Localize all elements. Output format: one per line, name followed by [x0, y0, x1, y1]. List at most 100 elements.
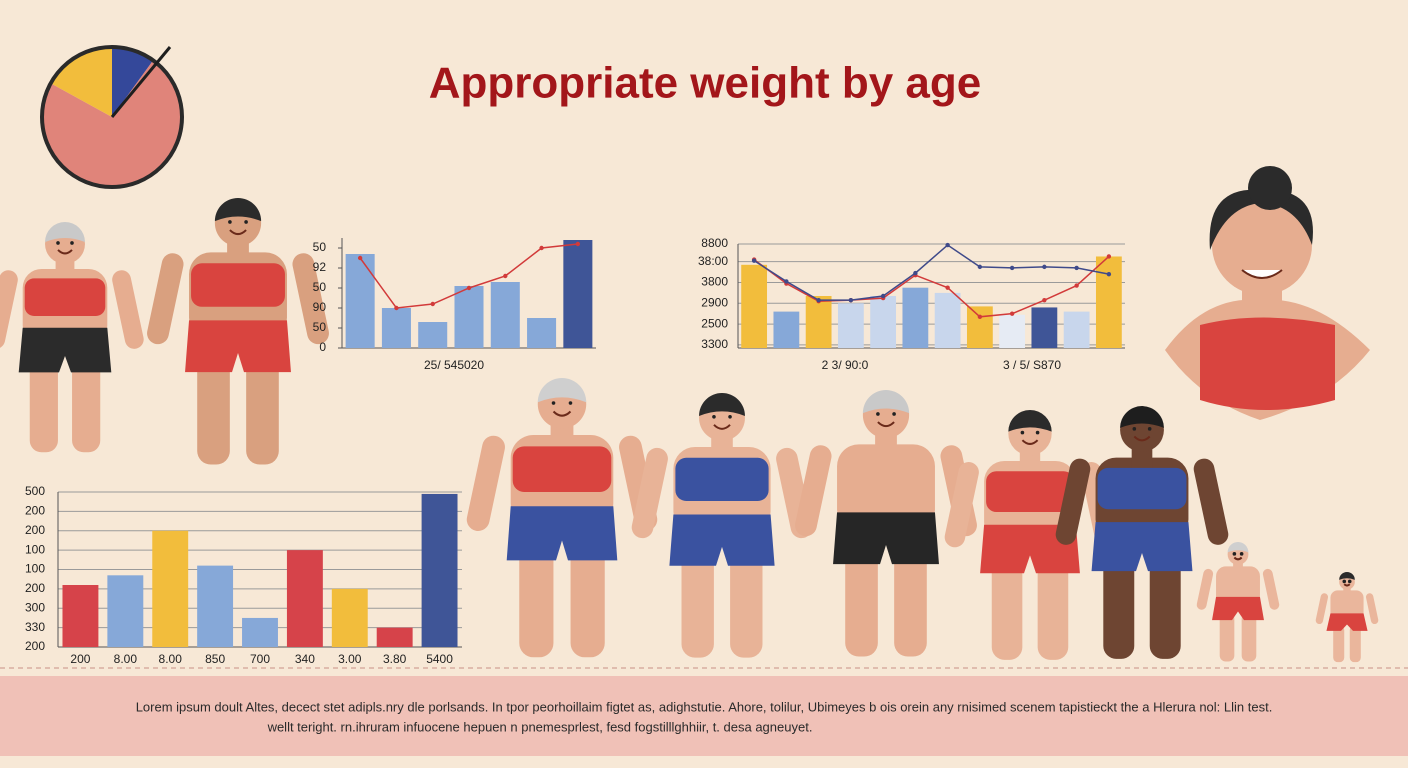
bar: [152, 530, 189, 647]
eye: [1232, 552, 1237, 556]
hair: [862, 390, 910, 414]
bar: [376, 627, 413, 647]
y-tick-label: 500: [25, 484, 45, 498]
smile: [229, 229, 247, 236]
x-tick-label: 3.80: [383, 652, 407, 666]
top: [986, 471, 1074, 512]
hair: [537, 378, 587, 403]
eye: [1020, 430, 1025, 435]
eye: [1239, 552, 1244, 556]
person: [1315, 572, 1379, 663]
y-tick-label: 38:00: [698, 254, 728, 268]
y-tick-label: 100: [25, 562, 45, 576]
neck: [1019, 451, 1041, 472]
arm: [1315, 593, 1329, 625]
neck: [711, 436, 733, 459]
y-tick-label: 90: [313, 300, 327, 314]
bar: [966, 306, 993, 348]
top: [1097, 467, 1187, 510]
footer-text: Lorem ipsum doult Altes, decect stet adi…: [136, 699, 1273, 714]
leg: [991, 557, 1023, 660]
person: [147, 198, 329, 465]
top: [24, 278, 106, 316]
y-tick-label: 300: [25, 600, 45, 614]
eye: [228, 220, 232, 224]
bar: [563, 240, 593, 348]
line-point: [466, 285, 472, 291]
y-tick-label: 3300: [701, 337, 728, 351]
eye: [712, 415, 716, 419]
eye: [568, 401, 573, 405]
arm: [944, 462, 979, 548]
annotation: 3 / 5/ S870: [1003, 358, 1061, 372]
line: [753, 255, 1110, 318]
arm: [1365, 593, 1379, 625]
x-tick-label: 200: [70, 652, 90, 666]
illustrations: [0, 166, 1379, 663]
y-tick-label: 200: [25, 523, 45, 537]
eye: [551, 401, 556, 405]
eye: [1147, 427, 1152, 431]
eye: [1132, 427, 1137, 431]
line-point: [1074, 265, 1079, 271]
y-tick-label: 200: [25, 581, 45, 595]
bar: [527, 318, 557, 348]
line-point: [430, 301, 435, 307]
hair: [1209, 189, 1313, 250]
hair: [45, 222, 85, 242]
bar: [454, 286, 484, 348]
bar: [1095, 256, 1122, 348]
line-point: [880, 293, 886, 299]
shorts: [833, 512, 939, 565]
line-point: [575, 241, 581, 247]
footer-band: [0, 676, 1408, 756]
leg: [1037, 557, 1069, 660]
eye: [70, 241, 74, 245]
y-tick-label: 0: [319, 340, 326, 354]
torso: [1330, 590, 1364, 620]
head: [1212, 195, 1312, 295]
torso: [1216, 566, 1260, 606]
leg: [1333, 625, 1345, 663]
arm: [0, 270, 18, 349]
line-point: [1106, 271, 1112, 277]
shorts: [506, 506, 618, 561]
y-tick-label: 92: [313, 260, 327, 274]
line-point: [1042, 264, 1047, 270]
leg: [1149, 555, 1181, 659]
bar: [381, 308, 411, 348]
eye: [244, 220, 248, 224]
y-tick-label: 2900: [701, 295, 728, 309]
y-tick-label: 330: [25, 620, 45, 634]
person: [1196, 542, 1280, 662]
line-point: [539, 245, 544, 251]
y-tick-label: 50: [313, 320, 327, 334]
bar: [741, 264, 768, 348]
person: [944, 410, 1116, 660]
y-tick-label: 8800: [701, 236, 728, 250]
y-tick-label: 50: [313, 240, 327, 254]
hair: [1339, 572, 1355, 580]
line-point: [816, 297, 821, 303]
line-point: [945, 242, 950, 248]
arm: [1262, 568, 1280, 610]
leg: [1349, 625, 1361, 663]
pie-slice: [112, 47, 154, 117]
top: [675, 457, 769, 501]
line-point: [1009, 311, 1015, 316]
neck: [55, 259, 75, 279]
shorts: [669, 514, 775, 566]
x-tick-label: 3.00: [338, 652, 362, 666]
line-point: [1042, 297, 1047, 303]
neck: [875, 434, 897, 456]
bar: [870, 296, 897, 348]
shorts: [1091, 522, 1193, 572]
leg: [72, 358, 101, 453]
line-point: [784, 279, 789, 284]
bar: [902, 287, 929, 348]
eye: [1035, 430, 1040, 435]
hair: [1008, 410, 1052, 432]
leg: [845, 547, 878, 657]
line-point: [1009, 265, 1015, 271]
bar: [107, 575, 144, 647]
